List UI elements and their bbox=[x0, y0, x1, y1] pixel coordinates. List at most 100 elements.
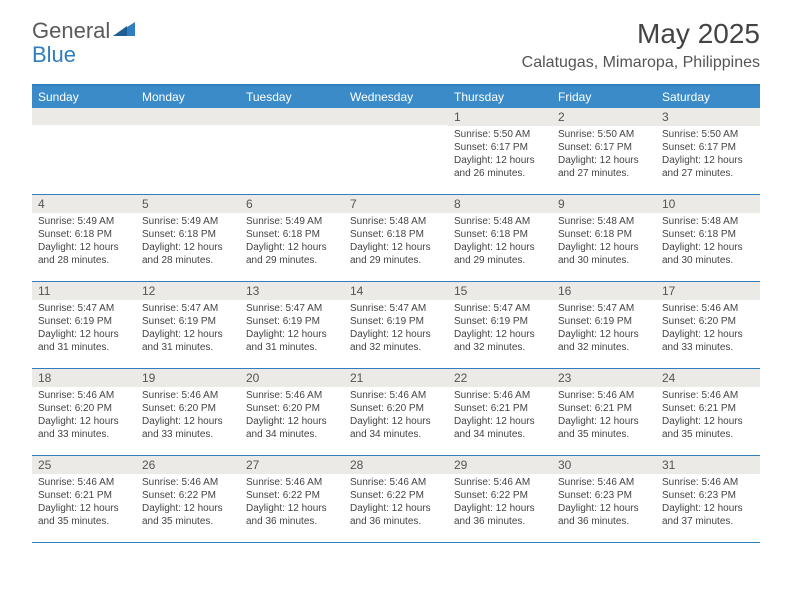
day-details: Sunrise: 5:46 AMSunset: 6:20 PMDaylight:… bbox=[656, 300, 760, 358]
day-cell: 28Sunrise: 5:46 AMSunset: 6:22 PMDayligh… bbox=[344, 456, 448, 542]
brand-text-blue-wrap: Blue bbox=[32, 42, 76, 68]
day-details: Sunrise: 5:49 AMSunset: 6:18 PMDaylight:… bbox=[240, 213, 344, 271]
sunrise-text: Sunrise: 5:48 AM bbox=[662, 215, 754, 228]
sunset-text: Sunset: 6:21 PM bbox=[454, 402, 546, 415]
daylight-text: Daylight: 12 hours and 32 minutes. bbox=[558, 328, 650, 354]
day-cell: 8Sunrise: 5:48 AMSunset: 6:18 PMDaylight… bbox=[448, 195, 552, 281]
day-number: 8 bbox=[448, 195, 552, 213]
daylight-text: Daylight: 12 hours and 37 minutes. bbox=[662, 502, 754, 528]
day-number: 22 bbox=[448, 369, 552, 387]
sunset-text: Sunset: 6:18 PM bbox=[142, 228, 234, 241]
sunrise-text: Sunrise: 5:49 AM bbox=[246, 215, 338, 228]
day-cell: 7Sunrise: 5:48 AMSunset: 6:18 PMDaylight… bbox=[344, 195, 448, 281]
day-cell: 13Sunrise: 5:47 AMSunset: 6:19 PMDayligh… bbox=[240, 282, 344, 368]
day-number: 11 bbox=[32, 282, 136, 300]
day-header-wednesday: Wednesday bbox=[344, 86, 448, 108]
day-number: 6 bbox=[240, 195, 344, 213]
sunset-text: Sunset: 6:22 PM bbox=[142, 489, 234, 502]
day-details: Sunrise: 5:46 AMSunset: 6:22 PMDaylight:… bbox=[344, 474, 448, 532]
day-cell: 24Sunrise: 5:46 AMSunset: 6:21 PMDayligh… bbox=[656, 369, 760, 455]
sunset-text: Sunset: 6:20 PM bbox=[38, 402, 130, 415]
sunset-text: Sunset: 6:22 PM bbox=[350, 489, 442, 502]
sunset-text: Sunset: 6:20 PM bbox=[246, 402, 338, 415]
daylight-text: Daylight: 12 hours and 36 minutes. bbox=[558, 502, 650, 528]
day-details: Sunrise: 5:49 AMSunset: 6:18 PMDaylight:… bbox=[32, 213, 136, 271]
day-cell: 9Sunrise: 5:48 AMSunset: 6:18 PMDaylight… bbox=[552, 195, 656, 281]
day-number: 7 bbox=[344, 195, 448, 213]
day-cell: 1Sunrise: 5:50 AMSunset: 6:17 PMDaylight… bbox=[448, 108, 552, 194]
day-details: Sunrise: 5:47 AMSunset: 6:19 PMDaylight:… bbox=[240, 300, 344, 358]
daylight-text: Daylight: 12 hours and 29 minutes. bbox=[350, 241, 442, 267]
day-number: 26 bbox=[136, 456, 240, 474]
location-subtitle: Calatugas, Mimaropa, Philippines bbox=[522, 54, 760, 72]
sunset-text: Sunset: 6:17 PM bbox=[454, 141, 546, 154]
sunrise-text: Sunrise: 5:48 AM bbox=[558, 215, 650, 228]
day-number: 9 bbox=[552, 195, 656, 213]
title-block: May 2025 Calatugas, Mimaropa, Philippine… bbox=[522, 18, 760, 72]
sunrise-text: Sunrise: 5:50 AM bbox=[662, 128, 754, 141]
sunrise-text: Sunrise: 5:47 AM bbox=[454, 302, 546, 315]
day-header-sunday: Sunday bbox=[32, 86, 136, 108]
brand-logo: General bbox=[32, 18, 137, 44]
sunrise-text: Sunrise: 5:46 AM bbox=[454, 476, 546, 489]
sunset-text: Sunset: 6:21 PM bbox=[662, 402, 754, 415]
day-details: Sunrise: 5:47 AMSunset: 6:19 PMDaylight:… bbox=[136, 300, 240, 358]
day-header-row: SundayMondayTuesdayWednesdayThursdayFrid… bbox=[32, 86, 760, 108]
day-details: Sunrise: 5:46 AMSunset: 6:20 PMDaylight:… bbox=[344, 387, 448, 445]
daylight-text: Daylight: 12 hours and 27 minutes. bbox=[662, 154, 754, 180]
daylight-text: Daylight: 12 hours and 27 minutes. bbox=[558, 154, 650, 180]
daylight-text: Daylight: 12 hours and 35 minutes. bbox=[558, 415, 650, 441]
sunset-text: Sunset: 6:20 PM bbox=[662, 315, 754, 328]
daylight-text: Daylight: 12 hours and 36 minutes. bbox=[246, 502, 338, 528]
day-cell: 12Sunrise: 5:47 AMSunset: 6:19 PMDayligh… bbox=[136, 282, 240, 368]
sunrise-text: Sunrise: 5:46 AM bbox=[558, 476, 650, 489]
day-number: 10 bbox=[656, 195, 760, 213]
day-number: 25 bbox=[32, 456, 136, 474]
day-cell: 3Sunrise: 5:50 AMSunset: 6:17 PMDaylight… bbox=[656, 108, 760, 194]
day-cell bbox=[344, 108, 448, 194]
day-number: 18 bbox=[32, 369, 136, 387]
daylight-text: Daylight: 12 hours and 29 minutes. bbox=[454, 241, 546, 267]
day-cell: 27Sunrise: 5:46 AMSunset: 6:22 PMDayligh… bbox=[240, 456, 344, 542]
day-details: Sunrise: 5:50 AMSunset: 6:17 PMDaylight:… bbox=[448, 126, 552, 184]
day-cell: 5Sunrise: 5:49 AMSunset: 6:18 PMDaylight… bbox=[136, 195, 240, 281]
sunrise-text: Sunrise: 5:49 AM bbox=[142, 215, 234, 228]
day-number: 28 bbox=[344, 456, 448, 474]
sunset-text: Sunset: 6:21 PM bbox=[38, 489, 130, 502]
sunset-text: Sunset: 6:18 PM bbox=[38, 228, 130, 241]
day-header-thursday: Thursday bbox=[448, 86, 552, 108]
empty-day bbox=[240, 108, 344, 125]
sunrise-text: Sunrise: 5:46 AM bbox=[454, 389, 546, 402]
day-cell: 26Sunrise: 5:46 AMSunset: 6:22 PMDayligh… bbox=[136, 456, 240, 542]
day-cell: 25Sunrise: 5:46 AMSunset: 6:21 PMDayligh… bbox=[32, 456, 136, 542]
sunrise-text: Sunrise: 5:46 AM bbox=[558, 389, 650, 402]
sunrise-text: Sunrise: 5:46 AM bbox=[246, 476, 338, 489]
sunrise-text: Sunrise: 5:46 AM bbox=[662, 389, 754, 402]
day-number: 14 bbox=[344, 282, 448, 300]
day-details: Sunrise: 5:46 AMSunset: 6:20 PMDaylight:… bbox=[136, 387, 240, 445]
day-details: Sunrise: 5:46 AMSunset: 6:20 PMDaylight:… bbox=[32, 387, 136, 445]
day-number: 1 bbox=[448, 108, 552, 126]
day-number: 27 bbox=[240, 456, 344, 474]
daylight-text: Daylight: 12 hours and 36 minutes. bbox=[454, 502, 546, 528]
day-number: 29 bbox=[448, 456, 552, 474]
sunrise-text: Sunrise: 5:47 AM bbox=[246, 302, 338, 315]
sunset-text: Sunset: 6:18 PM bbox=[662, 228, 754, 241]
day-details: Sunrise: 5:46 AMSunset: 6:22 PMDaylight:… bbox=[136, 474, 240, 532]
week-row: 18Sunrise: 5:46 AMSunset: 6:20 PMDayligh… bbox=[32, 369, 760, 456]
sunrise-text: Sunrise: 5:47 AM bbox=[142, 302, 234, 315]
day-details: Sunrise: 5:47 AMSunset: 6:19 PMDaylight:… bbox=[32, 300, 136, 358]
day-number: 30 bbox=[552, 456, 656, 474]
sunrise-text: Sunrise: 5:50 AM bbox=[454, 128, 546, 141]
sunrise-text: Sunrise: 5:48 AM bbox=[350, 215, 442, 228]
day-details: Sunrise: 5:47 AMSunset: 6:19 PMDaylight:… bbox=[344, 300, 448, 358]
sunset-text: Sunset: 6:20 PM bbox=[142, 402, 234, 415]
day-details: Sunrise: 5:46 AMSunset: 6:21 PMDaylight:… bbox=[552, 387, 656, 445]
week-row: 25Sunrise: 5:46 AMSunset: 6:21 PMDayligh… bbox=[32, 456, 760, 543]
day-number: 21 bbox=[344, 369, 448, 387]
sunrise-text: Sunrise: 5:47 AM bbox=[558, 302, 650, 315]
sunset-text: Sunset: 6:19 PM bbox=[454, 315, 546, 328]
day-cell: 21Sunrise: 5:46 AMSunset: 6:20 PMDayligh… bbox=[344, 369, 448, 455]
day-details: Sunrise: 5:47 AMSunset: 6:19 PMDaylight:… bbox=[552, 300, 656, 358]
day-details: Sunrise: 5:46 AMSunset: 6:21 PMDaylight:… bbox=[32, 474, 136, 532]
